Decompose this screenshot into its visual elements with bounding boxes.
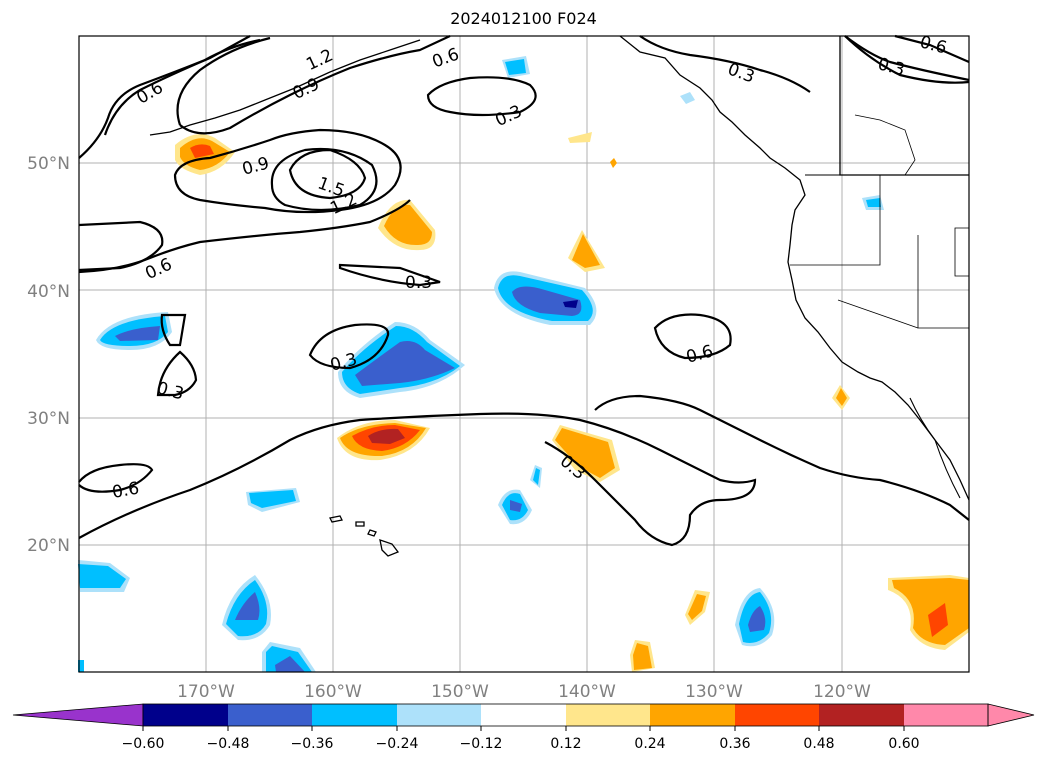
lat-label-40n: 40°N — [27, 282, 70, 302]
colorbar-extend-max — [987, 703, 1035, 727]
lon-label-150w: 150°W — [431, 682, 489, 702]
colorbar-tick-label: −0.12 — [460, 736, 503, 752]
lon-label-170w: 170°W — [177, 682, 235, 702]
colorbar-tick-label: −0.48 — [207, 736, 250, 752]
colorbar-tick-label: −0.60 — [122, 736, 165, 752]
map-title: 2024012100 F024 — [450, 9, 597, 28]
lon-label-120w: 120°W — [813, 682, 871, 702]
colorbar: −0.60 −0.48 −0.36 −0.24 −0.12 0.12 0.24 … — [12, 703, 1035, 752]
gridlines — [79, 36, 969, 672]
colorbar-bin — [312, 704, 397, 726]
contour-label: 0.6 — [111, 479, 141, 503]
colorbar-bin — [228, 704, 312, 726]
lat-labels: 20°N 30°N 40°N 50°N — [27, 154, 70, 556]
filled-contours — [78, 56, 969, 672]
map-frame — [78, 35, 970, 673]
lon-label-130w: 130°W — [685, 682, 743, 702]
colorbar-tick-label: 0.12 — [550, 736, 581, 752]
contour-lines — [78, 34, 970, 547]
colorbar-bin — [650, 704, 735, 726]
map-area — [79, 36, 969, 672]
colorbar-bin — [481, 704, 566, 726]
colorbar-tick-label: −0.24 — [376, 736, 419, 752]
colorbar-bin — [397, 704, 481, 726]
colorbar-bin — [143, 704, 228, 726]
colorbar-bin — [566, 704, 650, 726]
lon-labels: 170°W 160°W 150°W 140°W 130°W 120°W — [177, 682, 871, 702]
contour-label: 0.3 — [405, 273, 432, 293]
lon-label-140w: 140°W — [558, 682, 616, 702]
lat-label-20n: 20°N — [27, 536, 70, 556]
colorbar-tick-label: −0.36 — [291, 736, 334, 752]
colorbar-tick-label: 0.60 — [888, 736, 919, 752]
colorbar-bin — [904, 704, 988, 726]
colorbar-bin — [819, 704, 904, 726]
colorbar-extend-min — [12, 703, 144, 727]
colorbar-tick-label: 0.36 — [719, 736, 750, 752]
colorbar-tick-label: 0.48 — [803, 736, 834, 752]
lat-label-50n: 50°N — [27, 154, 70, 174]
lon-label-160w: 160°W — [304, 682, 362, 702]
lat-label-30n: 30°N — [27, 409, 70, 429]
colorbar-tick-label: 0.24 — [634, 736, 665, 752]
colorbar-bin — [735, 704, 819, 726]
